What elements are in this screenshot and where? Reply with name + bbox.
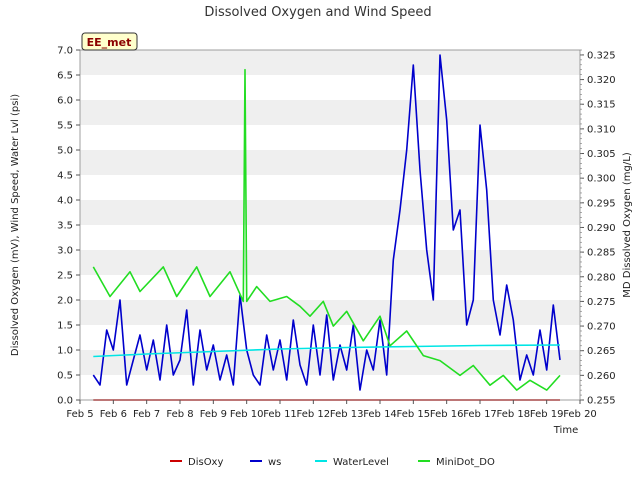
right-tick-label: 0.305 [587,149,616,160]
right-tick-label: 0.300 [587,174,616,185]
x-tick-label: Feb 18 [497,409,531,420]
x-tick-label: Feb 6 [100,409,127,420]
series-line-waterlevel [93,344,561,358]
left-tick-label: 3.0 [57,246,73,257]
badge-label: EE_met [87,36,132,49]
x-tick-label: Feb 17 [463,409,497,420]
series-line-minidot-do [92,68,561,391]
left-tick-label: 6.5 [57,71,73,82]
right-tick-label: 0.285 [587,248,616,259]
legend-label-minidot-do: MiniDot_DO [436,457,495,468]
x-tick-label: Feb 11 [263,409,297,420]
right-tick-label: 0.265 [587,346,616,357]
x-tick-label: Feb 19 [530,409,564,420]
x-axis-label: Time [553,425,578,436]
x-tick-label: Feb 9 [200,409,227,420]
badge-box [81,32,138,51]
badge: EE_met [81,32,138,51]
left-axis-label: Dissolved Oxygen (mV), Wind Speed, Water… [10,94,21,356]
x-tick-label: Feb 15 [397,409,431,420]
left-tick-label: 5.5 [57,121,73,132]
x-tick-label: Feb 16 [430,409,464,420]
right-tick-label: 0.295 [587,198,616,209]
left-tick-label: 3.5 [57,221,73,232]
right-tick-label: 0.275 [587,297,616,308]
right-tick-label: 0.255 [587,396,616,407]
right-tick-label: 0.260 [587,371,616,382]
left-tick-label: 2.0 [57,296,73,307]
right-tick-label: 0.315 [587,100,616,111]
right-axis-label: MD Dissolved Oxygen (mg/L) [622,152,633,298]
left-axis: 0.0 0.5 1.0 1.5 2.0 2.5 3.0 3.5 4.0 4.5 5.0 5.5 6.0 6… [57,46,80,407]
chart-title: Dissolved Oxygen and Wind Speed [204,5,431,20]
grid-band [80,200,580,225]
left-tick-label: 6.0 [57,96,73,107]
right-tick-label: 0.280 [587,272,616,283]
right-tick-label: 0.270 [587,322,616,333]
right-tick-label: 0.310 [587,124,616,135]
grid-band [80,50,580,75]
grid-band [80,100,580,125]
series-line-ws [92,54,561,391]
x-tick-label: Feb 8 [166,409,193,420]
legend-label-disoxy: DisOxy [188,457,223,468]
left-tick-label: 4.5 [57,171,73,182]
left-tick-label: 0.5 [57,371,73,382]
right-tick-label: 0.320 [587,75,616,86]
grid-band [80,300,580,325]
left-tick-label: 1.0 [57,346,73,357]
x-tick-label: Feb 13 [330,409,364,420]
grid-band [80,150,580,175]
x-tick-label: Feb 7 [133,409,160,420]
x-tick-label: Feb 12 [297,409,331,420]
x-tick-label: Feb 10 [230,409,264,420]
legend-label-ws: ws [268,457,281,468]
right-tick-label: 0.290 [587,223,616,234]
legend: DisOxy ws WaterLevel MiniDot_DO [170,457,495,468]
grid-band [80,250,580,275]
left-tick-label: 4.0 [57,196,73,207]
left-tick-label: 5.0 [57,146,73,157]
grid-bands [80,50,580,375]
left-tick-label: 0.0 [57,396,73,407]
left-tick-label: 2.5 [57,271,73,282]
right-axis: 0.255 0.260 0.265 0.270 0.275 0.280 0.285 0.290… [580,49,616,407]
left-tick-label: 1.5 [57,321,73,332]
x-tick-label: Feb 14 [363,409,397,420]
x-tick-label: Feb 5 [66,409,93,420]
left-tick-label: 7.0 [57,46,73,57]
legend-label-waterlevel: WaterLevel [333,457,389,468]
right-tick-label: 0.325 [587,50,616,61]
x-tick-label: Feb 20 [563,409,597,420]
x-axis: Feb 5 Feb 6 Feb 7 Feb 8 Feb 9 Feb 10 Feb 11 Feb… [66,400,597,420]
